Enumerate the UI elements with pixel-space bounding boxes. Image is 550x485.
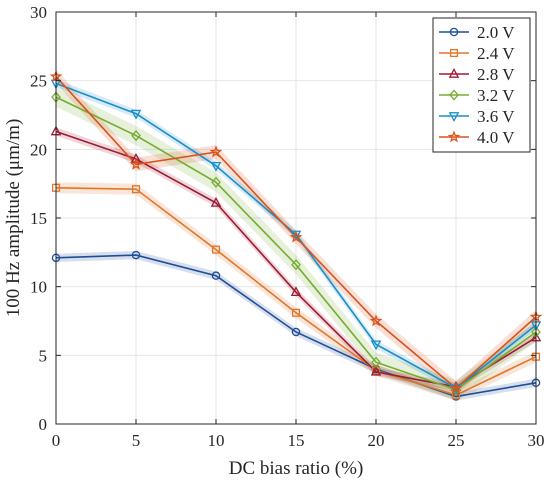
legend-item: 2.0 V xyxy=(439,23,515,42)
legend-label: 2.0 V xyxy=(477,23,515,42)
legend-marker xyxy=(448,112,460,122)
data-point xyxy=(370,365,382,376)
legend-marker xyxy=(449,48,459,58)
data-point xyxy=(371,356,381,368)
data-point xyxy=(449,381,463,394)
data-point xyxy=(289,230,303,243)
data-point xyxy=(131,185,141,194)
data-point xyxy=(211,271,221,280)
data-point xyxy=(210,196,222,207)
y-tick-label: 25 xyxy=(30,72,47,91)
y-tick-label: 10 xyxy=(30,278,47,297)
series-band-1 xyxy=(56,182,536,401)
y-axis-label: 100 Hz amplitude (μm/m) xyxy=(3,119,24,318)
data-point xyxy=(131,250,141,260)
legend-marker xyxy=(447,130,461,143)
y-tick-label: 5 xyxy=(39,346,48,365)
legend: 2.0 V 2.4 V 2.8 V 3.2 V 3.6 V 4.0 V xyxy=(432,17,531,153)
x-tick-label: 15 xyxy=(288,431,305,450)
series-band-3 xyxy=(56,87,536,400)
legend-marker xyxy=(449,27,459,37)
data-point xyxy=(129,157,143,170)
series-line-5 xyxy=(55,76,537,390)
legend-item: 3.6 V xyxy=(439,107,515,126)
data-point xyxy=(370,340,382,351)
data-point xyxy=(130,109,142,120)
data-point xyxy=(131,130,141,142)
legend-marker xyxy=(448,68,460,78)
legend-item: 2.4 V xyxy=(439,44,515,63)
data-point xyxy=(290,286,302,297)
data-point xyxy=(291,259,301,271)
data-point xyxy=(209,145,223,158)
data-point xyxy=(210,161,222,172)
legend-label: 2.8 V xyxy=(477,65,515,84)
legend-item: 3.2 V xyxy=(439,86,515,105)
legend-box xyxy=(432,17,531,153)
x-tick-label: 25 xyxy=(448,431,465,450)
x-tick-label: 20 xyxy=(368,431,385,450)
data-point xyxy=(291,327,301,337)
legend-item: 4.0 V xyxy=(439,128,515,147)
data-point xyxy=(130,152,142,163)
x-tick-label: 5 xyxy=(132,431,141,450)
data-point xyxy=(211,176,221,188)
data-point xyxy=(369,314,383,327)
x-axis-label: DC bias ratio (%) xyxy=(229,458,364,479)
x-tick-label: 0 xyxy=(52,431,61,450)
legend-label: 2.4 V xyxy=(477,44,515,63)
y-tick-label: 20 xyxy=(30,140,47,159)
x-tick-label: 30 xyxy=(528,431,545,450)
legend-label: 4.0 V xyxy=(477,128,515,147)
legend-label: 3.2 V xyxy=(477,86,515,105)
axis-ticks: 0 5 10 15 20 25 30 0 5 10 15 20 25 30 xyxy=(30,3,545,450)
legend-marker xyxy=(449,89,459,101)
legend-item: 2.8 V xyxy=(439,65,515,84)
legend-label: 3.6 V xyxy=(477,107,515,126)
x-tick-label: 10 xyxy=(208,431,225,450)
y-tick-label: 0 xyxy=(39,415,48,434)
series-band-4 xyxy=(56,79,536,393)
series-line-0 xyxy=(55,254,537,398)
data-point xyxy=(291,308,301,317)
y-tick-label: 15 xyxy=(30,209,47,228)
series-band-2 xyxy=(56,127,536,392)
data-point xyxy=(211,245,221,254)
y-tick-label: 30 xyxy=(30,3,47,22)
